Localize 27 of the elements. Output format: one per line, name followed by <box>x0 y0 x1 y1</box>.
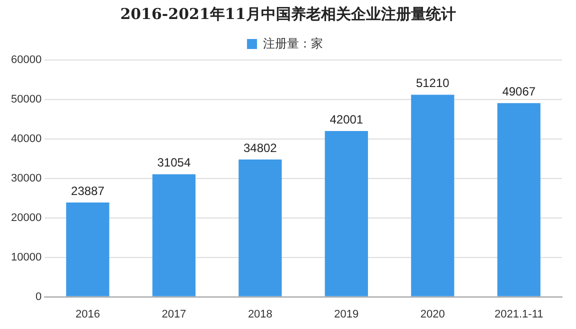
x-tick-label: 2021.1-11 <box>494 308 544 320</box>
bar <box>411 94 454 296</box>
bar <box>497 103 540 296</box>
x-tick-label: 2017 <box>162 308 186 320</box>
x-tick-label: 2019 <box>334 308 359 320</box>
x-tick-label: 2016 <box>75 308 100 320</box>
x-tick-label: 2018 <box>248 308 272 320</box>
data-label: 34802 <box>243 140 278 155</box>
legend-label: 注册量：家 <box>263 36 323 50</box>
y-tick-label: 60000 <box>10 54 42 66</box>
data-label: 31054 <box>157 156 191 170</box>
data-label: 23887 <box>71 184 105 198</box>
bar <box>324 131 368 296</box>
data-label: 51210 <box>416 76 450 90</box>
chart-title: 2016-2021年11月中国养老相关企业注册量统计 <box>119 4 457 25</box>
y-tick-label: 0 <box>35 290 42 303</box>
y-tick-label: 40000 <box>10 132 42 145</box>
y-tick-label: 50000 <box>10 94 42 106</box>
bar <box>152 174 196 296</box>
data-label: 49067 <box>502 84 536 98</box>
data-label: 42001 <box>330 112 364 126</box>
y-tick-label: 20000 <box>10 212 42 224</box>
y-tick-label: 10000 <box>10 251 42 264</box>
bar <box>66 202 110 296</box>
bar <box>238 159 282 296</box>
x-tick-label: 2020 <box>420 308 445 320</box>
y-tick-label: 30000 <box>10 172 42 184</box>
